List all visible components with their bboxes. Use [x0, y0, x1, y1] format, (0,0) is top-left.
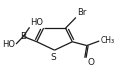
Text: S: S — [50, 53, 56, 62]
Text: B: B — [20, 32, 26, 41]
Text: O: O — [87, 58, 93, 67]
Text: CH₃: CH₃ — [99, 36, 113, 46]
Text: HO: HO — [2, 40, 15, 49]
Text: HO: HO — [30, 18, 43, 27]
Text: Br: Br — [76, 8, 86, 17]
